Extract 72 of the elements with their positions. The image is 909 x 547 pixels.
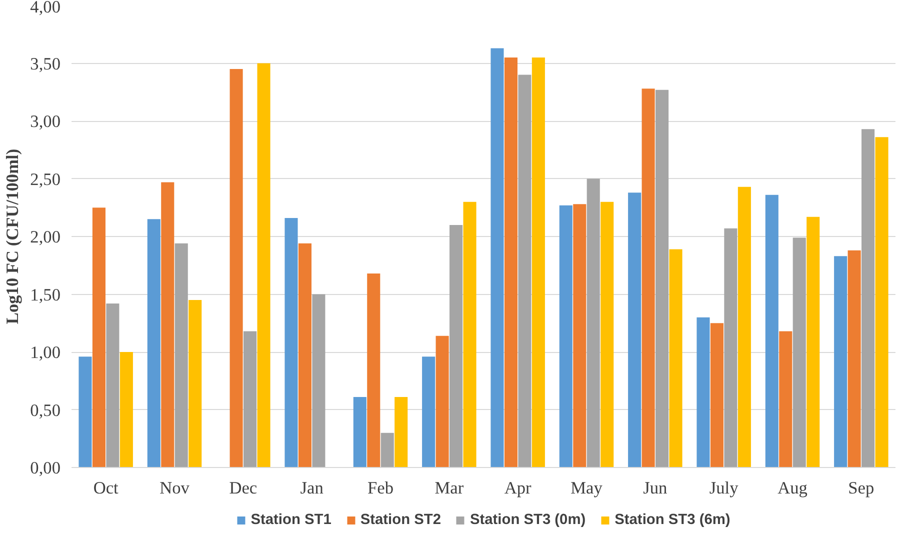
bar (765, 194, 778, 468)
x-tick-label: Jun (643, 478, 668, 498)
bar (450, 224, 463, 468)
bar (78, 356, 92, 468)
bar (710, 323, 724, 468)
x-tick-label: Jan (300, 478, 324, 498)
bar (490, 48, 504, 468)
bar (298, 243, 312, 468)
x-tick-label: Nov (160, 478, 190, 498)
bar (738, 186, 751, 468)
x-tick-label: July (709, 478, 739, 498)
y-tick-label: 1,00 (30, 343, 61, 362)
x-tick-label: Mar (434, 478, 464, 498)
bar (244, 331, 257, 468)
x-tick-label: Dec (229, 478, 258, 498)
x-tick-label: Apr (504, 478, 532, 498)
bar (669, 249, 682, 468)
y-tick-label: 4,00 (30, 0, 61, 16)
legend-label: Station ST2 (360, 512, 441, 528)
bar (779, 331, 792, 468)
bar (600, 202, 614, 468)
y-tick-label: 3,00 (30, 112, 61, 131)
bar (862, 129, 875, 468)
bar (230, 69, 243, 468)
legend-label: Station ST3 (6m) (614, 512, 730, 528)
bar (161, 182, 174, 468)
y-tick-label: 1,50 (30, 285, 61, 304)
bar (559, 205, 572, 468)
y-tick-label: 3,50 (30, 54, 61, 74)
bar (188, 300, 202, 468)
bar (463, 202, 476, 468)
bar (120, 352, 133, 468)
x-tick-label: Aug (778, 478, 808, 498)
bar (573, 204, 586, 468)
legend-label: Station ST3 (0m) (470, 512, 586, 528)
bar (394, 397, 408, 468)
bar (92, 208, 106, 468)
y-tick-label: 2,00 (30, 228, 61, 246)
bar (367, 273, 380, 468)
bar (628, 192, 642, 468)
bar (848, 250, 861, 468)
bar (532, 57, 545, 468)
y-tick-label: 0,00 (30, 458, 61, 478)
bar (312, 294, 326, 468)
bar (518, 74, 532, 468)
bar (656, 90, 669, 468)
x-tick-label: Oct (93, 478, 119, 498)
bar (284, 218, 298, 468)
bar (436, 336, 449, 468)
bar (642, 88, 655, 468)
x-tick-label: Feb (368, 478, 394, 498)
bar (380, 432, 394, 468)
bar (106, 303, 120, 468)
bar (806, 216, 820, 468)
x-tick-label: Sep (848, 478, 874, 498)
bar (257, 63, 270, 468)
bar (834, 256, 848, 468)
bar (696, 317, 710, 468)
bar (792, 238, 806, 468)
bar (875, 137, 888, 468)
bar (504, 57, 518, 468)
y-axis-title: Log10 FC (CFU/100ml) (3, 148, 22, 324)
bar (353, 397, 366, 468)
bar (724, 228, 738, 468)
bar (174, 243, 188, 468)
legend-label: Station ST1 (250, 512, 332, 528)
y-tick-label: 0,50 (30, 400, 61, 420)
bar (586, 178, 600, 468)
bar (422, 356, 436, 468)
y-tick-label: 2,50 (30, 170, 61, 189)
bar (147, 219, 160, 468)
x-tick-label: May (570, 478, 603, 498)
